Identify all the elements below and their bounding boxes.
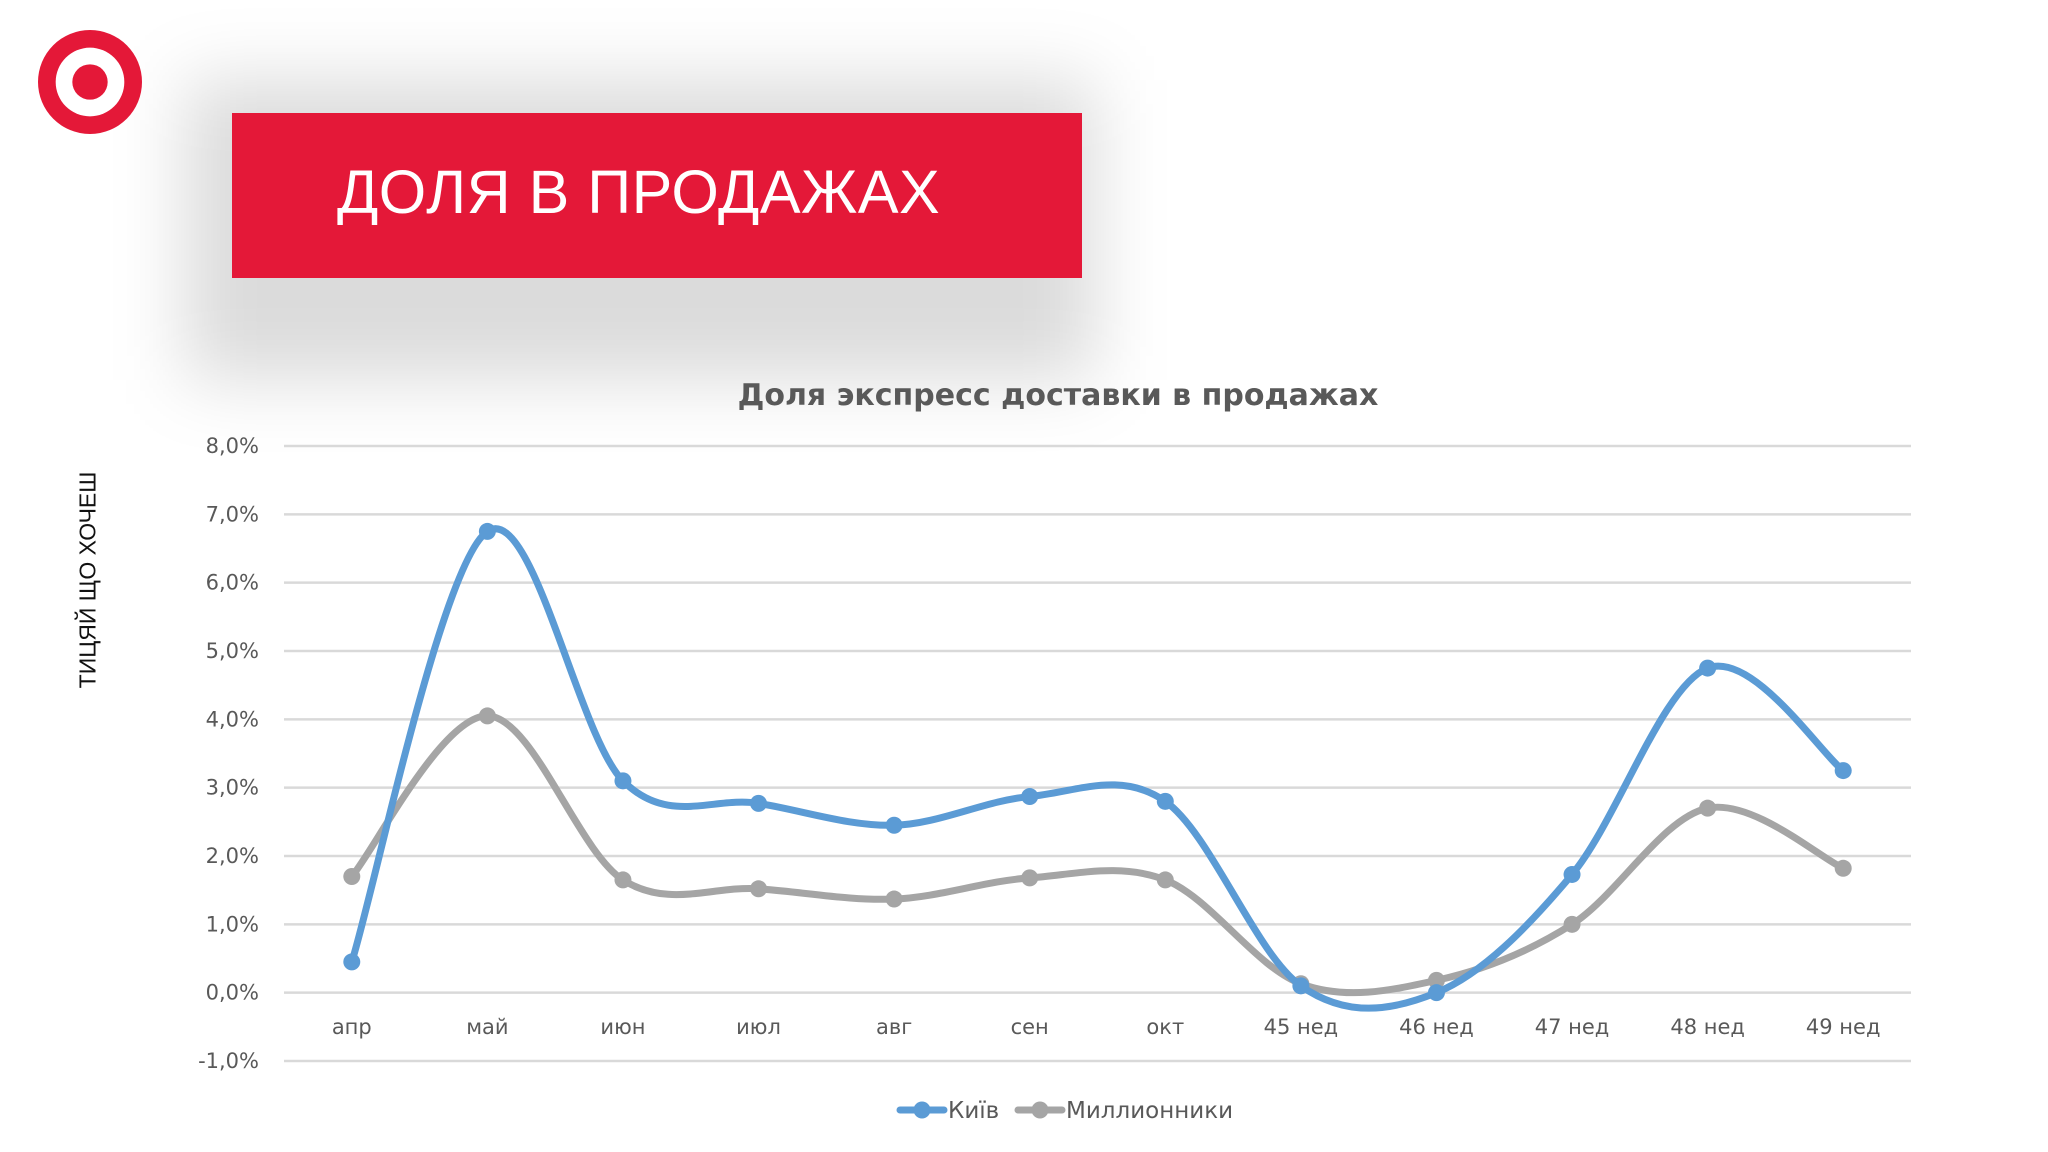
data-point [1563, 865, 1581, 883]
data-point [1292, 977, 1310, 995]
chart-title: Доля экспресс доставки в продажах [738, 378, 1379, 413]
data-point [478, 707, 496, 725]
chart-legend: Київ Миллионники [896, 1098, 1233, 1124]
y-tick-label: 2,0% [206, 844, 259, 868]
x-tick-label: авг [876, 1015, 912, 1039]
data-point [1834, 859, 1852, 877]
y-tick-label: 1,0% [206, 912, 259, 936]
data-point [750, 794, 768, 812]
y-tick-label: 8,0% [206, 434, 259, 458]
x-tick-label: окт [1146, 1015, 1184, 1039]
legend-label: Миллионники [1066, 1098, 1233, 1124]
data-point [1427, 971, 1445, 989]
x-tick-label: июл [736, 1015, 781, 1039]
legend-label: Київ [948, 1098, 999, 1124]
x-tick-label: 47 нед [1535, 1015, 1610, 1039]
data-point [478, 522, 496, 540]
y-tick-label: 3,0% [206, 776, 259, 800]
data-point [1699, 799, 1717, 817]
target-logo-icon [38, 30, 142, 134]
x-tick-label: май [466, 1015, 508, 1039]
data-point [1156, 792, 1174, 810]
data-point [1563, 915, 1581, 933]
x-tick-label: 46 нед [1399, 1015, 1474, 1039]
x-tick-label: 48 нед [1670, 1015, 1745, 1039]
x-tick-label: 45 нед [1264, 1015, 1339, 1039]
y-tick-label: 0,0% [206, 981, 259, 1005]
data-point [1021, 869, 1039, 887]
y-tick-label: 5,0% [206, 639, 259, 663]
title-banner: ДОЛЯ В ПРОДАЖАХ [232, 113, 1082, 278]
series-line-millions [348, 712, 1847, 997]
data-point [343, 868, 361, 885]
data-point [1699, 659, 1717, 677]
x-tick-label: 49 нед [1806, 1015, 1881, 1039]
y-tick-label: 7,0% [206, 502, 259, 526]
y-tick-label: 6,0% [206, 571, 259, 595]
data-point [343, 953, 361, 971]
data-point [614, 772, 632, 790]
x-tick-label: сен [1011, 1015, 1049, 1039]
page-title: ДОЛЯ В ПРОДАЖАХ [337, 158, 941, 226]
data-point [1156, 871, 1174, 889]
y-axis-ticks: -1,0% 0,0% 1,0% 2,0% 3,0% 4,0% 5,0% 6,0% 7,0% 8,0… [198, 434, 259, 1073]
data-point [1021, 788, 1039, 806]
data-point [885, 890, 903, 908]
legend-marker [913, 1101, 931, 1119]
x-axis-ticks: апр май июн июл авг сен окт 45 нед 46 нед 47 нед 4… [332, 1015, 1881, 1039]
data-point [750, 880, 768, 898]
legend-marker [1031, 1101, 1049, 1119]
series-line-kyiv [348, 525, 1847, 1012]
x-tick-label: апр [332, 1015, 372, 1039]
data-point [885, 816, 903, 834]
data-point [614, 871, 632, 889]
y-tick-label: 4,0% [206, 707, 259, 731]
chart-series [343, 522, 1852, 1012]
data-point [1427, 984, 1445, 1002]
chart-grid [284, 444, 1911, 1063]
x-tick-label: июн [600, 1015, 645, 1039]
data-point [1834, 762, 1852, 780]
y-tick-label: -1,0% [198, 1049, 259, 1073]
